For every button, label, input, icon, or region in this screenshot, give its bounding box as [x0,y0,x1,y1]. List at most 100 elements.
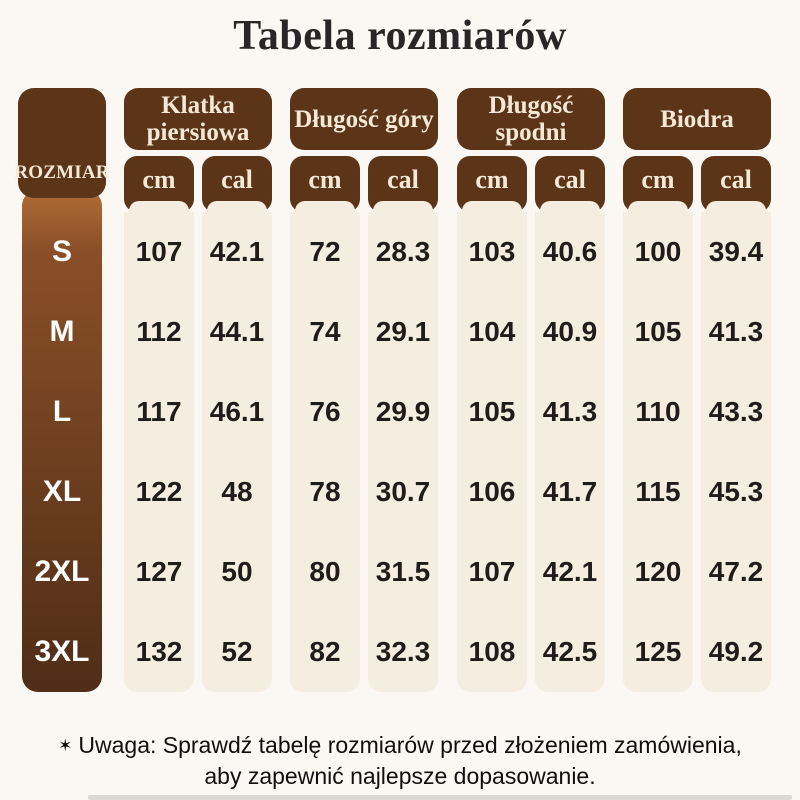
data-cell: 28.3 [375,236,431,267]
strip-notch [373,201,433,212]
data-cell: 115 [635,476,681,507]
unit-header-chest-cal: cal [202,156,272,212]
data-cell: 105 [634,316,682,347]
data-column-pants-cal: 40.6 40.9 41.3 41.7 42.1 42.5 [535,212,605,692]
unit-header-top-cal: cal [368,156,438,212]
data-cell: 50 [221,556,253,587]
unit-label: cm [641,165,675,194]
data-cell: 29.1 [375,316,431,347]
data-column-top-cal: 28.3 29.1 29.9 30.7 31.5 32.3 [368,212,438,692]
data-cell: 132 [135,636,183,667]
size-column-header-label: ROZMIAR [14,162,110,183]
data-cell: 30.7 [375,476,431,507]
strip-notch [129,201,189,212]
group-header-top-length-label: Długość góry [294,105,434,133]
group-header-chest-label: Klatka piersiowa [146,92,250,146]
unit-label: cal [554,165,586,194]
unit-header-chest-cm: cm [124,156,194,212]
asterisk-icon: ✶ [58,736,73,755]
unit-header-hips-cal: cal [701,156,771,212]
size-label-3xl: 3XL [34,635,90,668]
data-column-pants-cm: 103 104 105 106 107 108 [457,212,527,692]
data-cell: 125 [634,636,682,667]
unit-label: cm [475,165,509,194]
group-header-pants-length-label: Długość spodni [488,92,574,146]
data-cell: 107 [468,556,516,587]
footnote-line-1: ✶ Uwaga: Sprawdź tabelę rozmiarów przed z… [0,730,800,761]
data-cell: 127 [135,556,183,587]
unit-label: cal [387,165,419,194]
unit-label: cal [221,165,253,194]
size-column: S M L XL 2XL 3XL [22,190,102,692]
strip-notch [207,201,267,212]
data-cell: 40.9 [542,316,598,347]
size-label-xl: XL [42,475,82,508]
footnote-line-2: aby zapewnić najlepsze dopasowanie. [204,763,596,790]
data-cell: 72 [309,236,341,267]
data-cell: 105 [468,396,516,427]
data-column-chest-cm: 107 112 117 122 127 132 [124,212,194,692]
data-cell: 47.2 [708,556,764,587]
strip-notch [706,201,766,212]
data-cell: 76 [309,396,341,427]
data-cell: 82 [309,636,341,667]
data-cell: 42.1 [542,556,598,587]
data-cell: 41.3 [542,396,598,427]
footnote: ✶ Uwaga: Sprawdź tabelę rozmiarów przed z… [0,730,800,792]
unit-header-hips-cm: cm [623,156,693,212]
unit-label: cal [720,165,752,194]
data-cell: 110 [635,396,681,427]
data-cell: 104 [468,316,516,347]
data-column-hips-cm: 100 105 110 115 120 125 [623,212,693,692]
data-cell: 120 [634,556,682,587]
data-cell: 100 [634,236,682,267]
unit-label: cm [308,165,342,194]
data-cell: 48 [221,476,253,507]
data-cell: 42.1 [209,236,265,267]
data-cell: 117 [136,396,182,427]
bottom-edge-artifact [88,795,792,800]
unit-header-pants-cm: cm [457,156,527,212]
group-header-chest: Klatka piersiowa [124,88,272,150]
data-cell: 106 [468,476,516,507]
data-cell: 29.9 [375,396,431,427]
data-cell: 78 [309,476,341,507]
size-label-2xl: 2XL [34,555,90,588]
group-header-hips-label: Biodra [660,105,734,133]
group-header-pants-length: Długość spodni [457,88,605,150]
data-cell: 41.3 [708,316,764,347]
data-cell: 112 [136,316,182,347]
size-label-m: M [49,315,75,348]
data-cell: 32.3 [375,636,431,667]
size-label-s: S [51,235,72,268]
data-cell: 107 [135,236,183,267]
size-column-header: ROZMIAR [14,88,109,198]
unit-label: cm [142,165,176,194]
data-cell: 122 [135,476,183,507]
strip-notch [462,201,522,212]
data-cell: 45.3 [708,476,764,507]
data-cell: 44.1 [209,316,265,347]
unit-header-top-cm: cm [290,156,360,212]
strip-notch [540,201,600,212]
data-column-hips-cal: 39.4 41.3 43.3 45.3 47.2 49.2 [701,212,771,692]
data-column-top-cm: 72 74 76 78 80 82 [290,212,360,692]
data-cell: 42.5 [542,636,598,667]
page-title: Tabela rozmiarów [233,13,567,59]
data-cell: 80 [309,556,341,587]
group-header-top-length: Długość góry [290,88,438,150]
size-label-l: L [52,395,72,428]
data-cell: 52 [221,636,253,667]
data-cell: 103 [468,236,516,267]
data-cell: 49.2 [708,636,764,667]
data-cell: 31.5 [375,556,431,587]
data-cell: 39.4 [708,236,764,267]
data-cell: 40.6 [542,236,598,267]
data-cell: 108 [468,636,516,667]
data-cell: 74 [309,316,341,347]
strip-notch [628,201,688,212]
data-column-chest-cal: 42.1 44.1 46.1 48 50 52 [202,212,272,692]
unit-header-pants-cal: cal [535,156,605,212]
data-cell: 43.3 [708,396,764,427]
